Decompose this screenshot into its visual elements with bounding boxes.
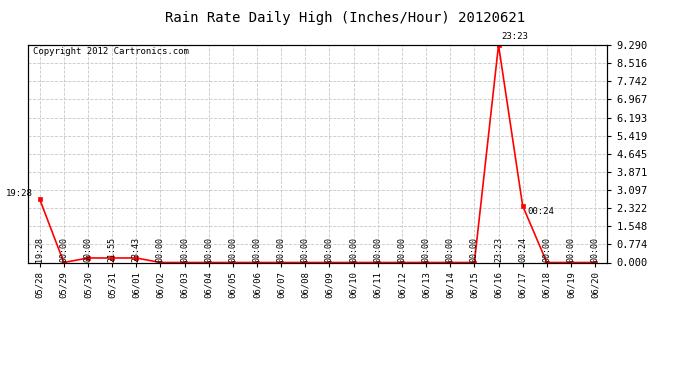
Text: 00:00: 00:00 (470, 237, 479, 262)
Text: 00:00: 00:00 (373, 237, 382, 262)
Text: Rain Rate Daily High (Inches/Hour) 20120621: Rain Rate Daily High (Inches/Hour) 20120… (165, 11, 525, 25)
Text: 00:00: 00:00 (253, 237, 262, 262)
Text: 23:23: 23:23 (501, 32, 528, 41)
Text: 21:55: 21:55 (108, 237, 117, 262)
Text: 00:00: 00:00 (446, 237, 455, 262)
Text: 00:00: 00:00 (591, 237, 600, 262)
Text: Copyright 2012 Cartronics.com: Copyright 2012 Cartronics.com (33, 47, 189, 56)
Text: 00:00: 00:00 (277, 237, 286, 262)
Text: 23:23: 23:23 (494, 237, 503, 262)
Text: 00:00: 00:00 (397, 237, 406, 262)
Text: 00:00: 00:00 (156, 237, 165, 262)
Text: 00:00: 00:00 (83, 237, 92, 262)
Text: 00:00: 00:00 (422, 237, 431, 262)
Text: 19:28: 19:28 (35, 237, 44, 262)
Text: 00:00: 00:00 (325, 237, 334, 262)
Text: 00:24: 00:24 (518, 237, 527, 262)
Text: 00:00: 00:00 (180, 237, 189, 262)
Text: 19:28: 19:28 (6, 189, 32, 198)
Text: 00:00: 00:00 (349, 237, 358, 262)
Text: 00:00: 00:00 (204, 237, 213, 262)
Text: 00:00: 00:00 (542, 237, 551, 262)
Text: 00:00: 00:00 (301, 237, 310, 262)
Text: 00:00: 00:00 (566, 237, 575, 262)
Text: 00:24: 00:24 (527, 207, 554, 216)
Text: 00:00: 00:00 (59, 237, 68, 262)
Text: 23:43: 23:43 (132, 237, 141, 262)
Text: 00:00: 00:00 (228, 237, 237, 262)
